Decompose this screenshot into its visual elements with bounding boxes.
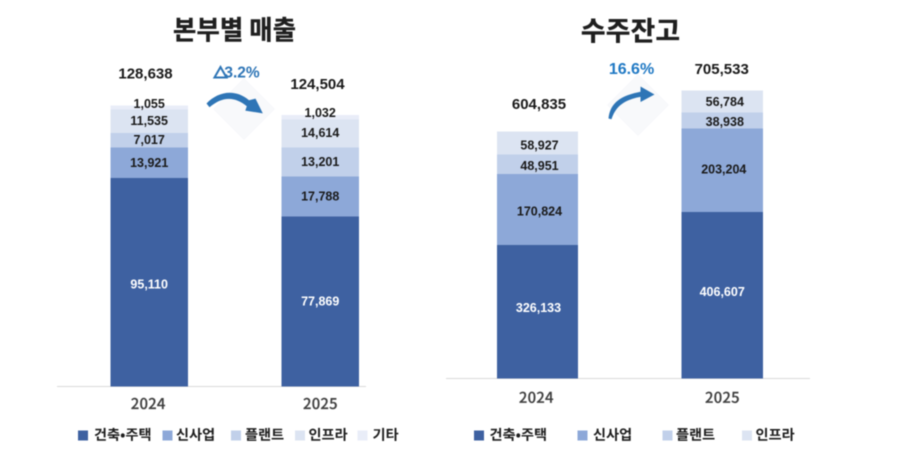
svg-text:14,614: 14,614	[301, 126, 339, 140]
svg-text:13,921: 13,921	[130, 156, 168, 170]
svg-text:77,869: 77,869	[301, 295, 339, 309]
svg-text:1,055: 1,055	[134, 97, 165, 111]
svg-text:170,824: 170,824	[517, 205, 562, 219]
svg-text:1,032: 1,032	[305, 106, 336, 120]
svg-text:13,201: 13,201	[301, 155, 339, 169]
svg-text:48,951: 48,951	[520, 159, 558, 173]
svg-text:604,835: 604,835	[512, 96, 566, 113]
svg-text:95,110: 95,110	[130, 278, 168, 292]
svg-text:7,017: 7,017	[134, 133, 165, 147]
svg-text:128,638: 128,638	[118, 66, 172, 83]
svg-text:203,204: 203,204	[701, 163, 746, 177]
svg-text:705,533: 705,533	[695, 61, 749, 78]
svg-text:326,133: 326,133	[516, 301, 561, 315]
svg-text:11,535: 11,535	[130, 114, 168, 128]
svg-text:3.2%: 3.2%	[224, 65, 260, 82]
svg-text:38,938: 38,938	[706, 115, 744, 129]
svg-text:17,788: 17,788	[301, 190, 339, 204]
svg-text:56,784: 56,784	[706, 95, 744, 109]
svg-text:406,607: 406,607	[700, 285, 745, 299]
svg-text:58,927: 58,927	[520, 138, 558, 152]
svg-text:16.6%: 16.6%	[609, 61, 654, 78]
svg-text:124,504: 124,504	[290, 76, 345, 93]
